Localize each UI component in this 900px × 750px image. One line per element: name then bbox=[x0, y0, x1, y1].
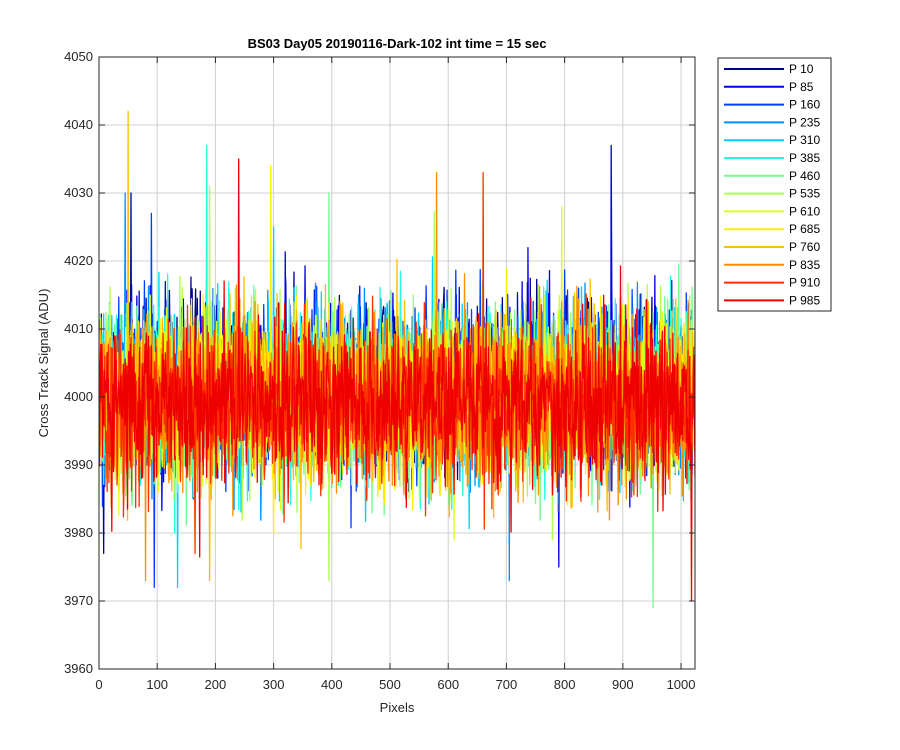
y-tick-label: 4050 bbox=[64, 49, 93, 64]
x-tick-label: 500 bbox=[379, 677, 401, 692]
legend-label: P 985 bbox=[789, 293, 820, 307]
plot-area-frame bbox=[98, 56, 696, 670]
y-tick-label: 4030 bbox=[64, 185, 93, 200]
y-tick-label: 3980 bbox=[64, 525, 93, 540]
x-tick-label: 200 bbox=[205, 677, 227, 692]
series-line-p985 bbox=[99, 158, 695, 602]
x-tick-label: 600 bbox=[437, 677, 459, 692]
series-group bbox=[99, 110, 695, 609]
axis-ticks: 0 100 200 300 400 500 600 700 800 900 1000 3960 3970… bbox=[64, 49, 695, 692]
x-tick-label: 800 bbox=[554, 677, 576, 692]
legend-label: P 685 bbox=[789, 222, 820, 236]
x-tick-label: 700 bbox=[496, 677, 518, 692]
y-tick-label: 3990 bbox=[64, 457, 93, 472]
legend: P 10 P 85 P 160 P 235 P 310 P 385 P 460 P 535 P … bbox=[717, 57, 832, 312]
legend-label: P 910 bbox=[789, 276, 820, 290]
x-axis-title: Pixels bbox=[380, 700, 415, 715]
x-tick-label: 0 bbox=[95, 677, 102, 692]
legend-label: P 760 bbox=[789, 240, 820, 254]
y-tick-label: 3970 bbox=[64, 593, 93, 608]
legend-label: P 235 bbox=[789, 115, 820, 129]
y-tick-label: 4000 bbox=[64, 389, 93, 404]
y-tick-label: 4010 bbox=[64, 321, 93, 336]
y-tick-label: 4040 bbox=[64, 117, 93, 132]
legend-label: P 160 bbox=[789, 98, 820, 112]
legend-label: P 385 bbox=[789, 151, 820, 165]
legend-label: P 535 bbox=[789, 187, 820, 201]
y-axis-title: Cross Track Signal (ADU) bbox=[36, 289, 51, 438]
x-tick-label: 1000 bbox=[667, 677, 696, 692]
legend-box bbox=[717, 57, 832, 312]
y-tick-label: 4020 bbox=[64, 253, 93, 268]
x-tick-label: 100 bbox=[146, 677, 168, 692]
legend-label: P 10 bbox=[789, 62, 814, 76]
x-tick-label: 900 bbox=[612, 677, 634, 692]
x-tick-label: 400 bbox=[321, 677, 343, 692]
x-tick-label: 300 bbox=[263, 677, 285, 692]
legend-label: P 835 bbox=[789, 258, 820, 272]
legend-label: P 610 bbox=[789, 204, 820, 218]
legend-label: P 85 bbox=[789, 80, 814, 94]
legend-label: P 310 bbox=[789, 133, 820, 147]
chart-title: BS03 Day05 20190116-Dark-102 int time = … bbox=[248, 36, 547, 51]
y-tick-label: 3960 bbox=[64, 661, 93, 676]
legend-label: P 460 bbox=[789, 169, 820, 183]
